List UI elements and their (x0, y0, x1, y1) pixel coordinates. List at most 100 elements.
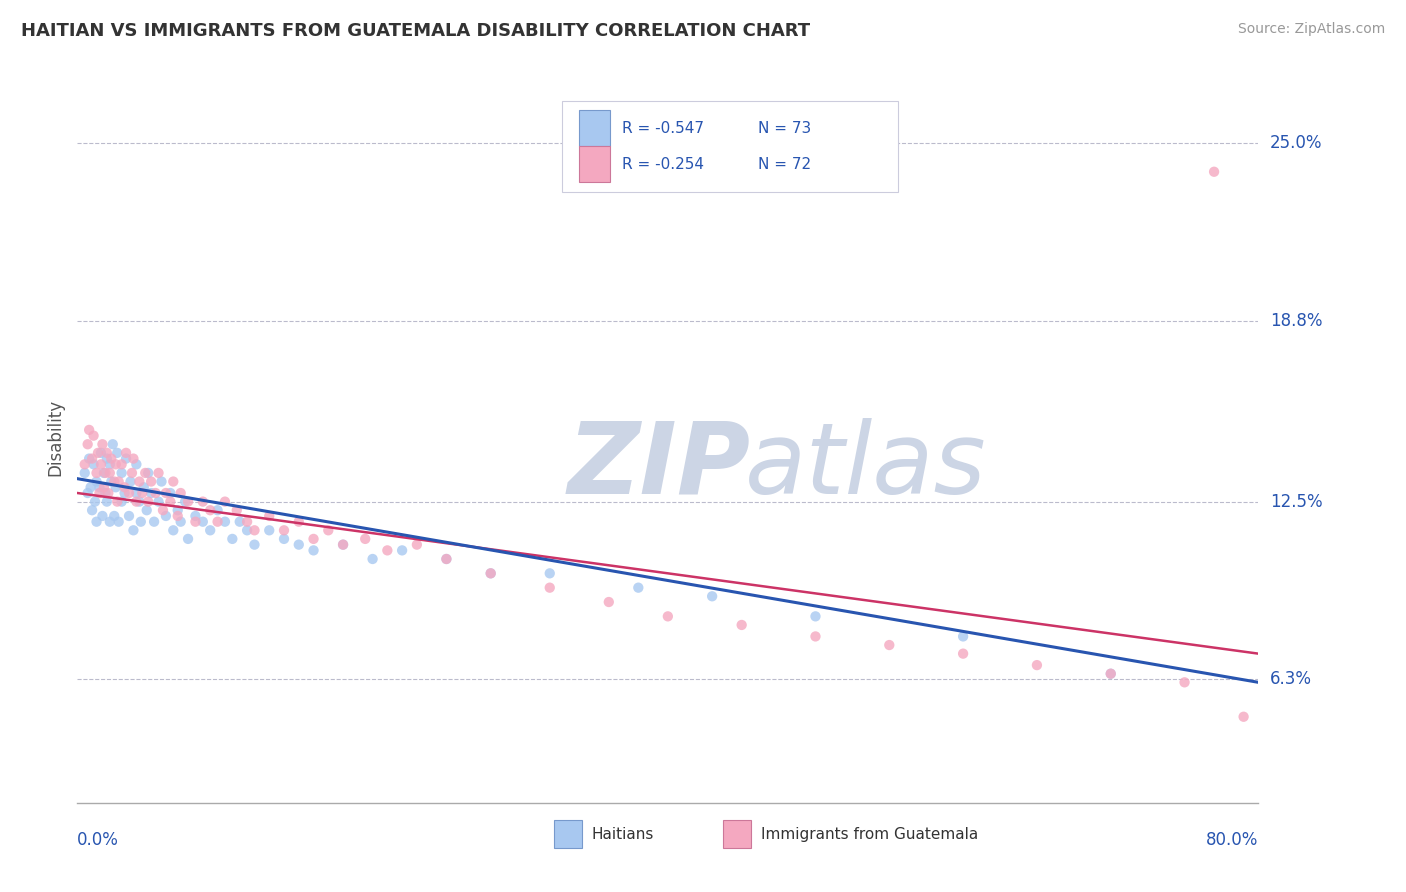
Point (1099, 666, 1122, 681)
Text: 6.3%: 6.3% (1270, 671, 1312, 689)
Point (236, 515, 259, 529)
Point (391, 543, 413, 558)
Point (479, 566, 502, 581)
Point (148, 466, 170, 480)
Point (184, 515, 207, 529)
Point (952, 629, 974, 643)
Point (143, 515, 166, 529)
Point (97, 486, 120, 500)
Point (111, 458, 132, 472)
Point (122, 451, 145, 466)
Point (159, 494, 181, 508)
Point (598, 595, 620, 609)
Point (73, 458, 96, 472)
Point (98, 466, 121, 480)
Point (731, 618, 754, 632)
Point (166, 508, 188, 523)
Point (105, 494, 128, 508)
Point (131, 486, 153, 500)
Point (221, 532, 243, 546)
Point (166, 503, 188, 517)
Point (538, 581, 561, 595)
Point (105, 446, 128, 460)
Point (134, 466, 156, 480)
Point (170, 486, 193, 500)
Point (115, 446, 138, 460)
Point (83, 428, 105, 442)
Point (228, 515, 252, 529)
Point (115, 451, 138, 466)
Point (170, 515, 193, 529)
Point (155, 486, 177, 500)
Point (120, 475, 142, 489)
Point (804, 609, 827, 624)
Point (128, 494, 150, 508)
Point (243, 538, 266, 552)
Point (129, 515, 152, 529)
Point (259, 524, 281, 538)
Text: N = 72: N = 72 (758, 157, 811, 172)
Point (86, 515, 108, 529)
Point (273, 524, 295, 538)
Point (302, 532, 325, 546)
Point (318, 524, 340, 538)
Text: N = 73: N = 73 (758, 121, 811, 136)
Point (100, 475, 122, 489)
FancyBboxPatch shape (561, 101, 898, 192)
Point (952, 647, 974, 661)
Point (207, 515, 229, 529)
Point (200, 503, 222, 517)
Point (148, 494, 170, 508)
Point (236, 524, 259, 538)
Point (177, 494, 200, 508)
Point (128, 475, 150, 489)
Point (141, 486, 163, 500)
Point (114, 480, 136, 494)
Point (86, 466, 108, 480)
Point (804, 629, 827, 643)
Y-axis label: Disability: Disability (46, 399, 65, 475)
Text: R = -0.547: R = -0.547 (621, 121, 704, 136)
Point (125, 494, 148, 508)
Point (1204, 165, 1226, 179)
Point (125, 486, 148, 500)
Point (657, 609, 679, 624)
Text: Haitians: Haitians (592, 827, 654, 841)
Point (94, 466, 117, 480)
Point (1174, 675, 1197, 690)
Point (77, 451, 100, 466)
Text: 0.0%: 0.0% (77, 831, 120, 849)
Point (207, 503, 229, 517)
Point (82, 503, 104, 517)
Point (90, 446, 112, 460)
Text: 12.5%: 12.5% (1270, 492, 1323, 510)
Point (354, 532, 377, 546)
Point (79, 480, 101, 494)
Point (1026, 658, 1049, 673)
Point (73, 466, 96, 480)
Point (125, 458, 148, 472)
Point (118, 508, 141, 523)
Text: Source: ZipAtlas.com: Source: ZipAtlas.com (1237, 22, 1385, 37)
Point (159, 486, 181, 500)
Point (84, 494, 107, 508)
Point (114, 486, 136, 500)
Point (122, 524, 145, 538)
Point (436, 552, 458, 566)
Point (191, 515, 214, 529)
Point (136, 494, 159, 508)
Point (91, 508, 114, 523)
Point (90, 458, 112, 472)
Point (155, 508, 177, 523)
Point (118, 486, 141, 500)
Point (150, 475, 173, 489)
Point (200, 524, 222, 538)
Point (83, 458, 105, 472)
Text: R = -0.254: R = -0.254 (621, 157, 704, 172)
Point (214, 515, 236, 529)
FancyBboxPatch shape (579, 111, 610, 146)
Point (96, 451, 118, 466)
Point (93, 466, 115, 480)
Text: ZIP: ZIP (568, 417, 751, 515)
Point (107, 475, 129, 489)
